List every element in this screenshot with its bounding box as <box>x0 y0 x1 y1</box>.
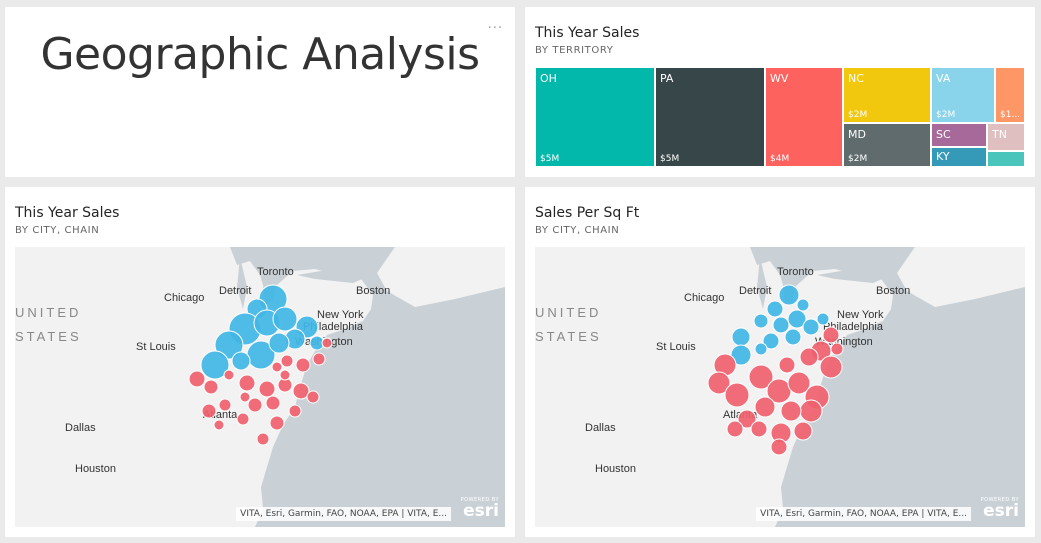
map-view[interactable]: UNITED STATES Toronto Chicago Detroit Bo… <box>535 247 1025 527</box>
chain-red-bubbles[interactable] <box>707 326 844 456</box>
treemap-cell-va[interactable]: VA $2M <box>931 67 995 123</box>
esri-logo: POWERED BY esri <box>980 497 1019 521</box>
map-label-united: UNITED <box>15 305 81 320</box>
cell-label: KY <box>936 150 950 163</box>
cell-value: $4M <box>770 154 790 164</box>
cell-value: $5M <box>660 154 680 164</box>
map-label-united: UNITED <box>535 305 601 320</box>
dashboard-title: Geographic Analysis <box>40 29 480 80</box>
map-label-dallas: Dallas <box>585 422 616 434</box>
map-label-boston: Boston <box>356 285 390 297</box>
map-label-st-louis: St Louis <box>136 341 176 353</box>
map-label-dallas: Dallas <box>65 422 96 434</box>
esri-logo: POWERED BY esri <box>460 497 499 521</box>
map-label-toronto: Toronto <box>777 266 814 278</box>
treemap-cell-nc[interactable]: NC $2M <box>843 67 931 123</box>
treemap-cell-tn[interactable]: TN <box>987 123 1025 151</box>
map-view[interactable]: UNITED STATES Toronto Chicago Detroit Bo… <box>15 247 505 527</box>
title-tile: Geographic Analysis ··· <box>5 7 515 177</box>
map-label-chicago: Chicago <box>164 292 204 304</box>
map-attribution: VITA, Esri, Garmin, FAO, NOAA, EPA | VIT… <box>236 507 451 521</box>
map-label-philadelphia: Philadelphia <box>303 321 364 333</box>
chain-blue-bubbles[interactable] <box>200 284 325 380</box>
cell-value: $2M <box>848 110 868 120</box>
map-label-states: STATES <box>15 329 82 344</box>
map-tile-sales[interactable]: This Year Sales BY CITY, CHAIN UNITED ST… <box>5 187 515 537</box>
cell-value: $1... <box>1000 110 1021 120</box>
cell-label: OH <box>540 72 557 85</box>
treemap-chart[interactable]: OH $5M PA $5M WV $4M NC $2M MD $2M VA $2… <box>535 67 1025 167</box>
treemap-cell-other[interactable]: $1... <box>995 67 1025 123</box>
map-label-houston: Houston <box>75 463 116 475</box>
chain-red-bubbles[interactable] <box>188 337 333 446</box>
map-label-houston: Houston <box>595 463 636 475</box>
treemap-cell-small[interactable] <box>987 151 1025 167</box>
cell-label: MD <box>848 128 866 141</box>
cell-label: SC <box>936 128 951 141</box>
cell-value: $2M <box>936 110 956 120</box>
map-label-st-louis: St Louis <box>656 341 696 353</box>
map-label-detroit: Detroit <box>739 285 771 297</box>
treemap-cell-md[interactable]: MD $2M <box>843 123 931 167</box>
cell-label: PA <box>660 72 674 85</box>
cell-label: WV <box>770 72 789 85</box>
tile-subtitle: BY TERRITORY <box>535 45 614 56</box>
cell-value: $2M <box>848 154 868 164</box>
treemap-tile[interactable]: This Year Sales BY TERRITORY OH $5M PA $… <box>525 7 1035 177</box>
tile-subtitle: BY CITY, CHAIN <box>535 225 620 236</box>
map-label-states: STATES <box>535 329 602 344</box>
tile-title: This Year Sales <box>535 25 640 41</box>
cell-label: TN <box>992 128 1007 141</box>
tile-subtitle: BY CITY, CHAIN <box>15 225 100 236</box>
cell-label: VA <box>936 72 951 85</box>
treemap-cell-oh[interactable]: OH $5M <box>535 67 655 167</box>
treemap-cell-wv[interactable]: WV $4M <box>765 67 843 167</box>
map-label-chicago: Chicago <box>684 292 724 304</box>
map-label-detroit: Detroit <box>219 285 251 297</box>
map-label-new-york: New York <box>837 309 884 321</box>
map-label-boston: Boston <box>876 285 910 297</box>
map-base: UNITED STATES Toronto Chicago Detroit Bo… <box>15 247 505 527</box>
map-tile-sales-per-sqft[interactable]: Sales Per Sq Ft BY CITY, CHAIN UNITED ST… <box>525 187 1035 537</box>
tile-title: Sales Per Sq Ft <box>535 205 640 221</box>
treemap-cell-ky[interactable]: KY <box>931 147 987 167</box>
map-label-philadelphia: Philadelphia <box>823 321 884 333</box>
map-attribution: VITA, Esri, Garmin, FAO, NOAA, EPA | VIT… <box>756 507 971 521</box>
treemap-cell-pa[interactable]: PA $5M <box>655 67 765 167</box>
map-base: UNITED STATES Toronto Chicago Detroit Bo… <box>535 247 1025 527</box>
map-label-new-york: New York <box>317 309 364 321</box>
treemap-cell-sc[interactable]: SC <box>931 123 987 147</box>
cell-label: NC <box>848 72 864 85</box>
more-options-button[interactable]: ··· <box>487 21 503 36</box>
chain-blue-bubbles[interactable] <box>730 284 830 366</box>
map-label-toronto: Toronto <box>257 266 294 278</box>
tile-title: This Year Sales <box>15 205 120 221</box>
cell-value: $5M <box>540 154 560 164</box>
